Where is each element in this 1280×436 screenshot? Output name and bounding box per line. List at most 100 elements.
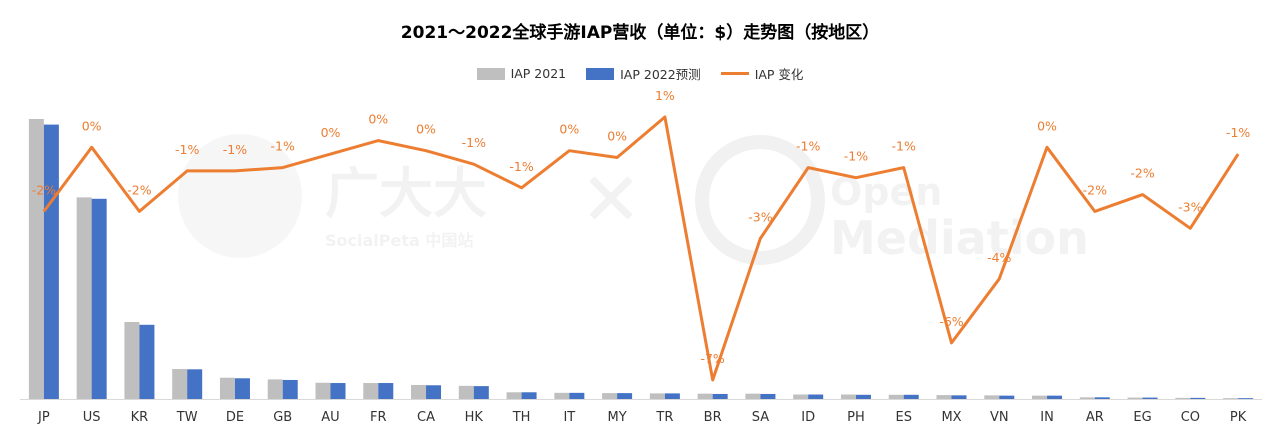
bar-iap2022-hk — [473, 386, 489, 399]
bar-iap2022-kr — [139, 324, 155, 399]
x-tick-label-gb: GB — [273, 410, 292, 425]
bar-iap2021-id — [793, 394, 809, 399]
bar-iap2022-eg — [1142, 397, 1158, 399]
legend-label-iap2021: IAP 2021 — [510, 66, 567, 81]
line-iap-change — [42, 115, 1240, 382]
x-tick-label-us: US — [83, 410, 101, 425]
bar-iap2022-id — [808, 394, 824, 399]
bar-iap2022-jp — [43, 124, 59, 399]
x-tick-label-jp: JP — [37, 410, 50, 425]
data-label-change-de: -1% — [223, 142, 247, 157]
bar-iap2021-de — [219, 377, 235, 399]
bar-iap2021-vn — [984, 395, 1000, 399]
x-tick-label-fr: FR — [370, 410, 387, 425]
bar-iap2021-kr — [124, 322, 140, 399]
bar-iap2022-th — [521, 392, 537, 399]
bar-iap2021-gb — [267, 379, 283, 399]
bar-iap2022-us — [91, 198, 107, 399]
bar-iap2022-co — [1190, 397, 1206, 399]
x-tick-label-in: IN — [1040, 410, 1054, 425]
x-tick-label-br: BR — [704, 410, 722, 425]
bar-iap2022-gb — [282, 379, 298, 399]
data-label-change-gb: -1% — [271, 139, 295, 154]
bar-iap2021-mx — [936, 395, 952, 399]
watermark-group: 广大大 SocialPeta 中国站 ✕ Open Mediation — [178, 134, 1089, 265]
data-label-change-us: 0% — [82, 118, 102, 133]
x-tick-label-vn: VN — [990, 410, 1009, 425]
bar-iap2022-fr — [378, 383, 394, 399]
x-tick-label-eg: EG — [1133, 410, 1151, 425]
x-tick-label-kr: KR — [131, 410, 149, 425]
legend-item-iap2021: IAP 2021 — [476, 64, 567, 83]
data-label-change-ca: 0% — [416, 122, 436, 137]
legend-label-change: IAP 变化 — [754, 67, 804, 82]
bar-iap2021-co — [1175, 397, 1191, 399]
data-label-change-ar: -2% — [1083, 182, 1107, 197]
bar-iap2021-br — [697, 393, 713, 399]
bar-iap2022-sa — [760, 393, 776, 399]
data-label-change-my: 0% — [607, 128, 627, 143]
x-tick-label-de: DE — [226, 410, 244, 425]
data-label-change-co: -3% — [1178, 199, 1202, 214]
bar-iap2021-tr — [649, 393, 665, 399]
data-label-change-in: 0% — [1037, 118, 1057, 133]
bar-iap2021-jp — [28, 119, 44, 399]
x-tick-label-id: ID — [801, 410, 815, 425]
bar-iap2022-tr — [664, 393, 680, 399]
x-tick-label-pk: PK — [1230, 410, 1247, 425]
bar-iap2022-ca — [426, 385, 442, 399]
data-label-change-hk: -1% — [462, 135, 486, 150]
data-label-change-pk: -1% — [1226, 125, 1250, 140]
data-label-change-mx: -6% — [939, 314, 963, 329]
bar-iap2021-tw — [172, 369, 188, 399]
data-label-change-eg: -2% — [1130, 166, 1154, 181]
data-label-change-ph: -1% — [844, 149, 868, 164]
bar-iap2021-us — [76, 197, 92, 399]
bar-iap2022-es — [903, 394, 919, 399]
bar-iap2021-th — [506, 392, 522, 399]
bar-iap2022-au — [330, 383, 346, 399]
line-series-group: -2% 0% -2% -1% -1% -1% 0% 0% 0% -1% -1% 0% 0% 1% -7% -3… — [32, 88, 1250, 382]
x-tick-label-sa: SA — [752, 410, 769, 425]
data-label-change-id: -1% — [796, 139, 820, 154]
legend-label-iap2022: IAP 2022预测 — [620, 67, 701, 82]
chart-legend: IAP 2021 IAP 2022预测 IAP 变化 — [0, 64, 1280, 83]
x-tick-label-mx: MX — [941, 410, 961, 425]
bar-series-group — [28, 119, 1254, 399]
watermark-cross: ✕ — [580, 157, 642, 243]
bar-iap2021-ca — [411, 385, 427, 399]
bar-iap2022-in — [1047, 395, 1063, 399]
bar-iap2021-ph — [840, 394, 856, 399]
bar-iap2021-es — [888, 394, 904, 399]
data-label-change-it: 0% — [559, 122, 579, 137]
bar-iap2021-au — [315, 382, 331, 399]
bar-iap2022-ph — [855, 394, 871, 399]
watermark-brand-left-sub: SocialPeta 中国站 — [325, 231, 473, 250]
bar-iap2021-pk — [1223, 398, 1239, 399]
legend-item-iap2022: IAP 2022预测 — [586, 64, 701, 83]
x-tick-label-hk: HK — [465, 410, 484, 425]
data-label-change-vn: -4% — [987, 250, 1011, 265]
x-tick-label-my: MY — [608, 410, 627, 425]
legend-swatch-change — [720, 72, 749, 75]
bar-iap2022-mx — [951, 395, 967, 399]
bar-iap2021-eg — [1127, 397, 1143, 399]
legend-swatch-iap2022 — [586, 67, 615, 80]
watermark-brand-left: 广大大 — [325, 162, 487, 225]
watermark-logo-left — [178, 134, 302, 258]
watermark-logo-right — [695, 135, 825, 265]
watermark-brand-right-bottom: Mediation — [830, 211, 1089, 265]
bar-iap2021-in — [1032, 395, 1048, 399]
bar-iap2022-vn — [999, 395, 1015, 399]
data-label-change-es: -1% — [892, 139, 916, 154]
x-tick-label-ar: AR — [1086, 410, 1104, 425]
bar-iap2022-my — [617, 393, 633, 399]
x-tick-label-co: CO — [1181, 410, 1200, 425]
data-label-change-tw: -1% — [175, 142, 199, 157]
bar-iap2022-br — [712, 393, 728, 399]
data-label-change-sa: -3% — [748, 209, 772, 224]
bar-iap2021-my — [602, 393, 618, 399]
x-axis-tick-labels: JP US KR TW DE GB AU FR CA HK TH IT MY TR BR SA ID PH ES MX… — [37, 410, 1247, 425]
